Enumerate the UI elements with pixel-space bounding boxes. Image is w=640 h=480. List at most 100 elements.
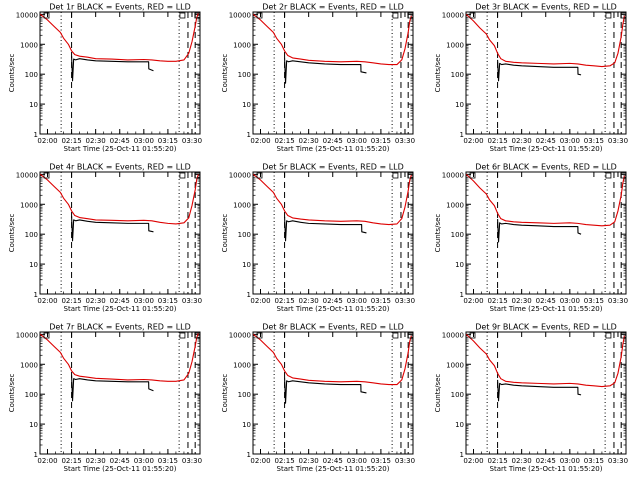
y-tick-label: 1000: [20, 201, 38, 209]
plot-frame: [465, 11, 627, 135]
y-tick-label: 1: [460, 291, 464, 299]
y-axis-label: Counts/sec: [8, 374, 16, 413]
events-series-line: [71, 56, 154, 82]
y-tick-label: 1: [247, 131, 251, 139]
x-tick-label: 02:00: [37, 457, 57, 465]
chart-title: Det 7r BLACK = Events, RED = LLD: [49, 323, 191, 332]
y-tick-label: 100: [25, 231, 38, 239]
lld-series-line: [465, 333, 625, 388]
y-tick-label: 100: [238, 391, 251, 399]
y-axis-label: Counts/sec: [434, 374, 442, 413]
x-tick-label: 02:15: [274, 297, 294, 305]
x-tick-label: 03:30: [608, 137, 628, 145]
y-tick-label: 10000: [16, 331, 38, 339]
x-tick-label: 03:30: [608, 457, 628, 465]
corner-box: [43, 12, 50, 19]
y-axis-label: Counts/sec: [221, 214, 229, 253]
y-tick-label: 10000: [442, 171, 464, 179]
x-tick-label: 03:30: [395, 457, 415, 465]
chart-panel: Det 9r BLACK = Events, RED = LLD 1 10 100 10…: [434, 323, 628, 474]
y-axis-label: Counts/sec: [221, 54, 229, 93]
x-tick-label: 03:00: [347, 137, 367, 145]
events-series-line: [497, 59, 582, 82]
y-tick-label: 1000: [446, 361, 464, 369]
x-tick-label: 02:30: [299, 457, 319, 465]
x-axis-label: Start Time (25-Oct-11 01:55:20): [490, 145, 603, 153]
x-tick-label: 02:15: [61, 137, 81, 145]
x-tick-label: 02:15: [487, 297, 507, 305]
x-tick-label: 03:15: [371, 137, 391, 145]
corner-box: [194, 12, 201, 19]
x-tick-label: 03:15: [371, 297, 391, 305]
y-axis-label: Counts/sec: [8, 54, 16, 93]
x-axis-label: Start Time (25-Oct-11 01:55:20): [277, 465, 390, 473]
x-tick-label: 02:00: [37, 297, 57, 305]
corner-box: [407, 172, 414, 179]
y-tick-label: 10: [242, 261, 251, 269]
x-tick-label: 02:15: [274, 137, 294, 145]
y-tick-label: 100: [451, 231, 464, 239]
x-axis-label: Start Time (25-Oct-11 01:55:20): [277, 305, 390, 313]
x-tick-label: 02:30: [512, 457, 532, 465]
x-tick-label: 02:00: [250, 137, 270, 145]
x-axis-label: Start Time (25-Oct-11 01:55:20): [490, 305, 603, 313]
events-series-line: [71, 375, 154, 402]
x-tick-label: 02:45: [110, 297, 130, 305]
x-tick-label: 03:15: [371, 457, 391, 465]
lld-series-line: [39, 332, 199, 382]
corner-box: [469, 12, 476, 19]
x-tick-label: 02:45: [536, 457, 556, 465]
corner-box: [179, 12, 186, 19]
x-tick-label: 02:15: [61, 297, 81, 305]
x-tick-label: 02:15: [487, 137, 507, 145]
plot-frame: [39, 171, 201, 295]
y-tick-label: 100: [451, 71, 464, 79]
chart-panel: Det 8r BLACK = Events, RED = LLD 1 10 100 10…: [221, 323, 415, 474]
chart-panel: Det 2r BLACK = Events, RED = LLD 1 10 100 10…: [221, 3, 415, 154]
y-tick-label: 10: [29, 261, 38, 269]
x-tick-label: 02:15: [487, 457, 507, 465]
x-tick-label: 02:45: [323, 137, 343, 145]
corner-box: [407, 12, 414, 19]
y-tick-label: 10: [29, 101, 38, 109]
chart-panel: Det 1r BLACK = Events, RED = LLD 1 10 100 10…: [8, 3, 202, 154]
x-tick-label: 02:00: [463, 297, 483, 305]
x-tick-label: 03:30: [395, 297, 415, 305]
x-tick-label: 03:00: [134, 457, 154, 465]
plot-frame: [39, 11, 201, 135]
x-tick-label: 02:45: [536, 137, 556, 145]
y-tick-label: 10000: [229, 11, 251, 19]
corner-box: [43, 172, 50, 179]
chart-title: Det 1r BLACK = Events, RED = LLD: [49, 3, 191, 12]
x-tick-label: 03:30: [182, 137, 202, 145]
y-tick-label: 10: [242, 101, 251, 109]
lld-series-line: [465, 13, 625, 68]
corner-box: [620, 12, 627, 19]
corner-box: [392, 172, 399, 179]
x-tick-label: 02:30: [512, 297, 532, 305]
corner-box: [469, 332, 476, 339]
y-tick-label: 10: [455, 101, 464, 109]
chart-title: Det 5r BLACK = Events, RED = LLD: [262, 163, 404, 172]
x-tick-label: 03:15: [158, 137, 178, 145]
corner-box: [256, 172, 263, 179]
y-tick-label: 10000: [229, 331, 251, 339]
x-axis-label: Start Time (25-Oct-11 01:55:20): [490, 465, 603, 473]
chart-title: Det 9r BLACK = Events, RED = LLD: [475, 323, 617, 332]
corner-box: [194, 172, 201, 179]
y-tick-label: 1: [34, 291, 38, 299]
chart-title: Det 6r BLACK = Events, RED = LLD: [475, 163, 617, 172]
x-tick-label: 03:30: [182, 457, 202, 465]
x-tick-label: 02:45: [110, 137, 130, 145]
x-tick-label: 02:00: [37, 137, 57, 145]
x-tick-label: 03:15: [584, 457, 604, 465]
x-axis-label: Start Time (25-Oct-11 01:55:20): [277, 145, 390, 153]
x-tick-label: 03:30: [182, 297, 202, 305]
corner-box: [407, 332, 414, 339]
y-tick-label: 1000: [233, 201, 251, 209]
y-tick-label: 1000: [446, 41, 464, 49]
y-tick-label: 1: [460, 451, 464, 459]
corner-box: [605, 332, 612, 339]
y-tick-label: 100: [25, 391, 38, 399]
